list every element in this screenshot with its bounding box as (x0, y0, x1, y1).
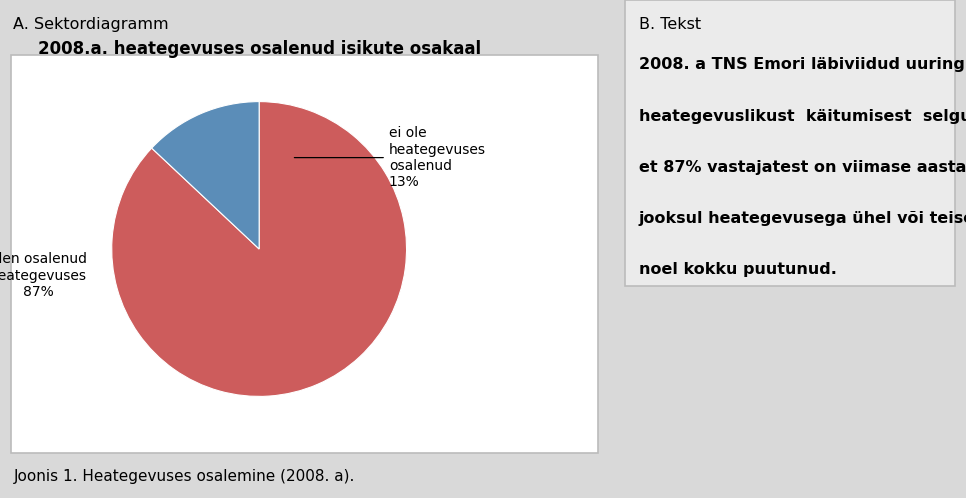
Text: olen osalenud
heategevuses
87%: olen osalenud heategevuses 87% (0, 252, 87, 299)
Text: jooksul heategevusega ühel või teisel: jooksul heategevusega ühel või teisel (639, 211, 966, 226)
Bar (11, 55, 598, 453)
Text: ei ole
heategevuses
osalenud
13%: ei ole heategevuses osalenud 13% (295, 126, 486, 189)
Text: noel kokku puutunud.: noel kokku puutunud. (639, 262, 837, 277)
Text: B. Tekst: B. Tekst (639, 17, 701, 32)
Text: Joonis 1. Heategevuses osalemine (2008. a).: Joonis 1. Heategevuses osalemine (2008. … (14, 469, 355, 484)
Text: 2008. a TNS Emori läbiviidud uuringus: 2008. a TNS Emori läbiviidud uuringus (639, 57, 966, 72)
Text: et 87% vastajatest on viimase aasta: et 87% vastajatest on viimase aasta (639, 160, 966, 175)
Wedge shape (152, 102, 259, 249)
Text: heategevuslikust  käitumisest  selgus,: heategevuslikust käitumisest selgus, (639, 109, 966, 124)
Title: 2008.a. heategevuses osalenud isikute osakaal: 2008.a. heategevuses osalenud isikute os… (38, 40, 481, 58)
Wedge shape (112, 102, 407, 396)
Text: A. Sektordiagramm: A. Sektordiagramm (14, 17, 169, 32)
Bar (625, 0, 955, 286)
